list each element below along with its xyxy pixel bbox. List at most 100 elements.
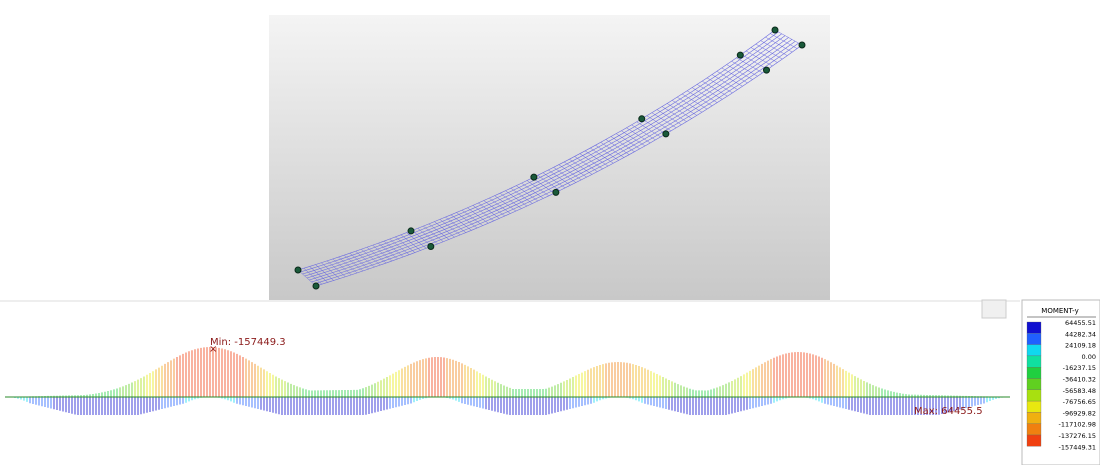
mesh-line [584,150,609,167]
support-node [407,227,415,235]
mesh-line [467,207,489,224]
mesh [294,26,806,290]
legend-swatch [1026,378,1042,390]
mesh-line [505,190,528,207]
legend-value: 44282.34 [1065,330,1096,338]
mesh-line [542,172,566,189]
mesh-line [774,29,803,46]
legend-value: -16237.15 [1063,364,1096,372]
support-node [763,66,771,74]
legend-value: -76756.65 [1063,398,1096,406]
mesh-line [646,115,672,132]
min-marker: × [209,344,217,355]
mesh-line [532,177,555,194]
mesh-line [716,71,743,87]
max-label: Max: 64455.5 [914,406,983,417]
mesh-line [770,33,798,49]
mesh-line [595,144,619,161]
mesh-line [765,36,793,53]
mesh-line [563,161,587,178]
mesh-line [450,214,472,231]
legend-value: -157449.31 [1059,443,1097,451]
mesh-line [361,249,381,266]
support-node [736,51,744,59]
legend-value: -36410.32 [1063,376,1096,384]
legend-value: 64455.51 [1065,319,1096,327]
mesh-line [600,142,625,158]
mesh-line [383,240,404,257]
legend-title: MOMENT-y [1041,307,1078,315]
mesh-line [526,180,549,197]
legend-swatch [1026,355,1042,368]
support-node [552,188,560,196]
support-node [427,243,435,251]
mesh-line [579,153,603,170]
mesh-line [366,247,387,264]
mesh-line [389,238,410,255]
mesh-line [349,253,369,270]
mesh-line [626,127,651,144]
legend-swatch [1026,367,1042,379]
mesh-line [445,216,467,233]
mesh-line [378,242,398,260]
mesh-line [406,232,427,249]
mesh-line [605,139,630,155]
mesh-line [478,202,500,219]
legend-swatch [1026,412,1042,424]
mesh-line [461,209,483,226]
legend-swatch [1026,423,1042,436]
mesh-line [731,60,758,77]
mesh-line [411,230,433,247]
view-icon[interactable] [981,299,1007,319]
mesh-line [750,47,778,63]
mesh-line [372,245,393,262]
legend-value: 0.00 [1082,353,1096,361]
mesh-line [537,175,560,191]
support-node [662,130,670,138]
mesh-line [400,234,421,251]
mesh-line [616,133,640,150]
mesh-line [472,205,494,222]
mesh-line [641,118,666,135]
mesh-line [510,187,533,204]
legend-value: -117102.98 [1059,421,1097,429]
mesh-line [711,74,738,90]
mesh-line [651,112,677,129]
mesh-line [569,158,593,175]
mesh-line [315,264,334,281]
mesh-line [636,121,661,138]
mesh-line [741,54,768,70]
mesh-line [553,167,577,183]
mesh-line [610,136,635,152]
mesh-line [344,254,364,272]
mesh-line [661,106,687,122]
mesh-line [706,77,733,94]
mesh-line [321,262,340,279]
mesh-line [621,130,646,147]
mesh-line [521,182,544,199]
legend-value: -96929.82 [1063,409,1096,417]
mesh-line [499,192,522,209]
mesh-line [395,236,416,253]
support-node [294,266,302,274]
mesh-line [760,40,788,56]
mesh-line [691,87,718,103]
model-view [269,15,830,300]
legend-value: -56583.48 [1063,387,1096,395]
mesh-line [439,219,461,236]
support-node [530,173,538,181]
mesh-line [736,57,763,74]
legend-value: 24109.18 [1065,342,1096,350]
moment-diagram [5,347,1006,415]
mesh-line [656,109,682,125]
mesh-line [516,185,539,202]
mesh-line [456,212,478,229]
legend-swatch [1026,400,1042,413]
mesh-line [681,93,708,110]
mesh-line [746,50,773,67]
support-node [638,115,646,123]
mesh-line [701,80,728,97]
mesh-line [548,169,571,186]
